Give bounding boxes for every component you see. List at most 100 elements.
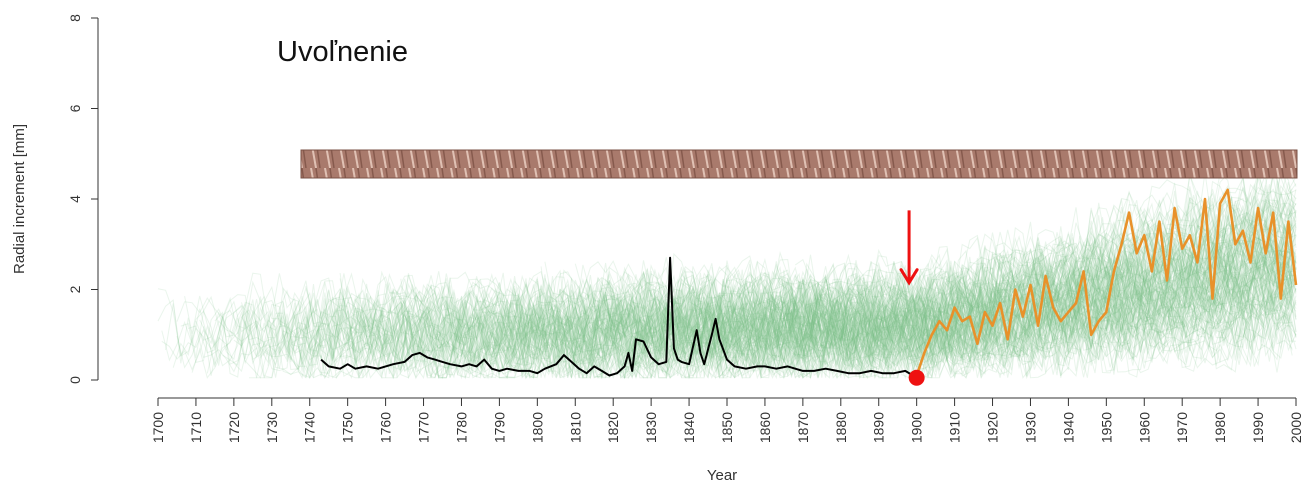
background-series-line bbox=[351, 246, 1293, 369]
background-series-line bbox=[506, 243, 1297, 365]
x-tick-label: 1790 bbox=[491, 412, 507, 443]
background-series-line bbox=[305, 228, 1293, 358]
background-series-line bbox=[483, 275, 1297, 378]
y-tick-label: 6 bbox=[67, 104, 83, 112]
background-series-line bbox=[559, 221, 1297, 357]
background-series-line bbox=[567, 252, 1297, 373]
background-series-line bbox=[248, 248, 1297, 370]
background-series-line bbox=[407, 288, 1297, 380]
background-series-line bbox=[355, 286, 1297, 380]
background-series-line bbox=[601, 255, 1293, 370]
x-tick-label: 1710 bbox=[188, 412, 204, 443]
background-series-line bbox=[620, 228, 1297, 359]
background-series-line bbox=[635, 170, 1297, 324]
background-series-line bbox=[692, 235, 1293, 363]
background-tree-series-group bbox=[157, 152, 1297, 380]
after-release-series-line bbox=[915, 188, 1298, 376]
background-series-line bbox=[298, 224, 1293, 356]
background-series-line bbox=[225, 246, 1297, 364]
background-series-line bbox=[400, 261, 1297, 372]
background-series-line bbox=[563, 257, 1293, 374]
background-series-line bbox=[658, 249, 1297, 366]
background-series-line bbox=[434, 304, 1293, 380]
background-series-line bbox=[339, 203, 1297, 344]
background-series-line bbox=[510, 195, 1293, 342]
background-series-line bbox=[783, 266, 1293, 375]
tree-core-image bbox=[300, 149, 1298, 179]
annotation-label: Uvoľnenie bbox=[277, 36, 408, 68]
background-series-line bbox=[445, 252, 1297, 369]
background-series-line bbox=[400, 203, 1297, 344]
background-series-line bbox=[267, 303, 1293, 380]
background-series-line bbox=[491, 295, 1297, 380]
y-tick-label: 0 bbox=[67, 376, 83, 384]
background-series-line bbox=[464, 262, 1293, 376]
background-series-line bbox=[635, 196, 1297, 341]
background-series-line bbox=[191, 300, 1293, 380]
background-series-line bbox=[249, 300, 1297, 380]
release-arrow-head bbox=[899, 268, 919, 286]
background-series-line bbox=[775, 214, 1293, 350]
x-tick-label: 1990 bbox=[1250, 412, 1266, 443]
background-series-line bbox=[161, 273, 1293, 379]
background-series-line bbox=[419, 282, 1293, 380]
x-tick-label: 1910 bbox=[947, 412, 963, 443]
background-series-line bbox=[764, 191, 1297, 343]
background-series-line bbox=[507, 285, 1297, 379]
background-series-line bbox=[157, 250, 1297, 367]
x-tick-label: 1940 bbox=[1060, 412, 1076, 443]
background-series-line bbox=[426, 244, 1293, 367]
tree-core-outline bbox=[300, 149, 1298, 179]
background-series-line bbox=[241, 253, 1297, 366]
x-tick-label: 1970 bbox=[1174, 412, 1190, 443]
background-series-line bbox=[696, 261, 1297, 375]
x-tick-label: 1730 bbox=[264, 412, 280, 443]
x-tick-label: 1800 bbox=[529, 412, 545, 443]
x-tick-label: 1890 bbox=[871, 412, 887, 443]
x-tick-label: 1810 bbox=[567, 412, 583, 443]
before-release-series-line bbox=[320, 256, 914, 377]
background-series-line bbox=[351, 255, 1293, 371]
background-series-line bbox=[161, 254, 1293, 371]
background-series-line bbox=[165, 244, 1297, 368]
x-tick-label: 1850 bbox=[719, 412, 735, 443]
background-series-line bbox=[510, 302, 1293, 380]
background-series-line bbox=[753, 231, 1293, 359]
background-series-line bbox=[328, 199, 1293, 342]
x-tick-label: 1700 bbox=[150, 412, 166, 443]
background-series-line bbox=[400, 236, 1297, 362]
x-tick-label: 1870 bbox=[795, 412, 811, 443]
background-series-line bbox=[290, 290, 1293, 380]
background-series-line bbox=[696, 175, 1297, 333]
background-series-line bbox=[779, 189, 1297, 341]
ticks-group: 1700 1710 1720 1730 1740 1750 1760 1770 1780 1790… bbox=[67, 14, 1304, 443]
x-tick-label: 1750 bbox=[340, 412, 356, 443]
background-series-line bbox=[517, 238, 1293, 359]
background-series-line bbox=[184, 238, 1293, 367]
background-series-line bbox=[267, 250, 1293, 372]
background-series-line bbox=[301, 253, 1297, 372]
background-series-line bbox=[233, 229, 1297, 360]
background-series-line bbox=[711, 172, 1297, 319]
x-tick-label: 1840 bbox=[681, 412, 697, 443]
y-axis-title: Radial increment [mm] bbox=[11, 124, 28, 274]
background-series-line bbox=[423, 273, 1297, 379]
background-series-line bbox=[658, 210, 1297, 346]
background-series-line bbox=[699, 243, 1293, 367]
x-tick-label: 1950 bbox=[1098, 412, 1114, 443]
background-series-line bbox=[726, 202, 1297, 346]
x-tick-label: 1980 bbox=[1212, 412, 1228, 443]
y-tick-label: 4 bbox=[67, 195, 83, 203]
background-series-line bbox=[563, 225, 1293, 357]
release-markers-group bbox=[899, 210, 925, 386]
background-series-line bbox=[222, 242, 1293, 364]
background-series-line bbox=[286, 242, 1297, 361]
x-tick-label: 1740 bbox=[302, 412, 318, 443]
background-series-line bbox=[294, 272, 1297, 380]
background-series-line bbox=[593, 195, 1293, 341]
release-point-marker bbox=[908, 369, 925, 386]
x-tick-label: 1820 bbox=[605, 412, 621, 443]
background-series-line bbox=[366, 225, 1293, 356]
background-series-line bbox=[377, 296, 1297, 380]
